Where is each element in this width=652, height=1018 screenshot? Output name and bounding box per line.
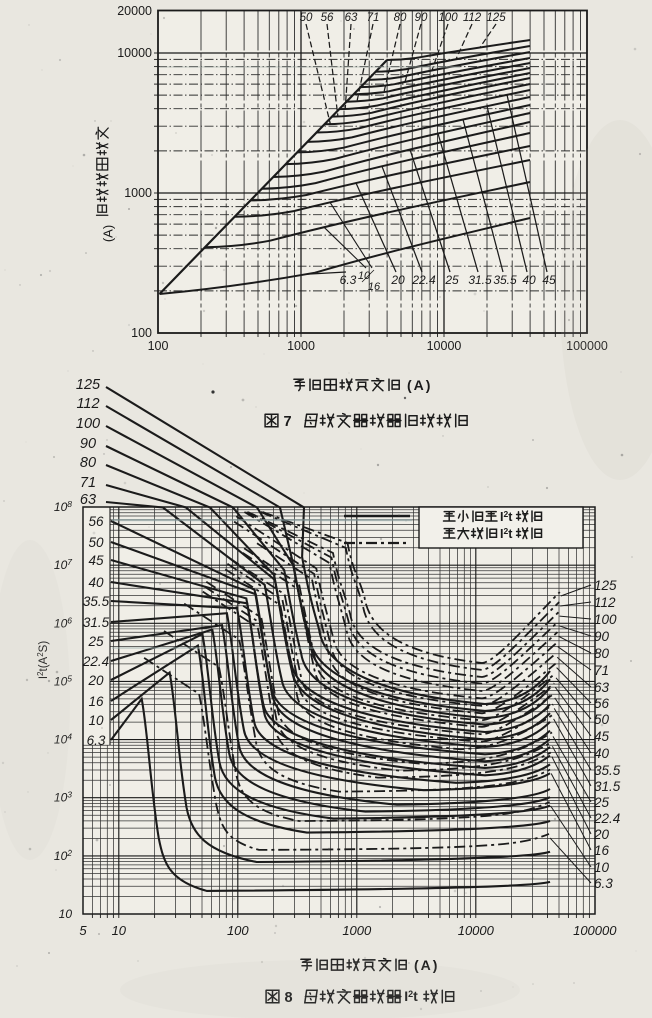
- svg-text:90: 90: [415, 12, 428, 24]
- svg-text:90: 90: [594, 629, 610, 644]
- svg-text:20: 20: [390, 273, 405, 287]
- svg-text:8: 8: [285, 990, 293, 1006]
- svg-text:100000: 100000: [566, 339, 608, 353]
- svg-text:(A): (A): [414, 957, 439, 973]
- svg-text:50: 50: [594, 712, 610, 727]
- svg-text:125: 125: [486, 12, 506, 24]
- svg-text:125: 125: [594, 578, 617, 593]
- svg-text:I2t: I2t: [404, 988, 418, 1004]
- svg-text:100: 100: [227, 923, 249, 938]
- svg-text:5: 5: [79, 923, 87, 938]
- svg-text:71: 71: [594, 663, 609, 678]
- svg-text:(A): (A): [407, 377, 432, 393]
- svg-text:31.5: 31.5: [83, 615, 110, 630]
- svg-text:100: 100: [148, 339, 169, 353]
- svg-text:22.4: 22.4: [411, 273, 436, 287]
- svg-text:40: 40: [522, 273, 536, 287]
- svg-text:80: 80: [394, 12, 407, 24]
- svg-text:10000: 10000: [117, 46, 152, 60]
- svg-text:16: 16: [594, 843, 610, 858]
- svg-text:108: 108: [54, 499, 72, 514]
- svg-text:100: 100: [594, 612, 617, 627]
- svg-text:I2t: I2t: [500, 526, 513, 541]
- svg-text:22.4: 22.4: [82, 654, 109, 669]
- svg-text:63: 63: [345, 12, 358, 24]
- svg-text:25: 25: [87, 634, 104, 649]
- svg-text:80: 80: [80, 455, 96, 471]
- svg-text:35.5: 35.5: [83, 594, 110, 609]
- svg-text:31.5: 31.5: [468, 273, 492, 287]
- svg-text:100000: 100000: [573, 923, 617, 938]
- svg-text:10000: 10000: [427, 339, 462, 353]
- svg-text:80: 80: [594, 646, 610, 661]
- svg-text:50: 50: [88, 535, 104, 550]
- svg-text:50: 50: [300, 12, 313, 24]
- svg-text:35.5: 35.5: [493, 273, 517, 287]
- svg-text:20000: 20000: [117, 4, 152, 18]
- svg-text:45: 45: [594, 729, 610, 744]
- svg-text:6.3: 6.3: [594, 876, 613, 891]
- svg-text:112: 112: [76, 396, 99, 412]
- svg-text:(A): (A): [100, 225, 115, 242]
- svg-text:56: 56: [321, 12, 334, 24]
- svg-text:100: 100: [76, 416, 100, 432]
- svg-text:45: 45: [542, 273, 556, 287]
- svg-text:20: 20: [593, 827, 610, 842]
- svg-text:6.3: 6.3: [340, 273, 357, 287]
- svg-text:I2t(A2S): I2t(A2S): [36, 641, 50, 679]
- svg-text:16: 16: [88, 694, 104, 709]
- svg-text:6.3: 6.3: [87, 733, 106, 748]
- svg-text:40: 40: [88, 575, 104, 590]
- svg-text:35.5: 35.5: [594, 763, 621, 778]
- svg-text:71: 71: [367, 12, 380, 24]
- svg-text:71: 71: [80, 475, 96, 491]
- svg-text:7: 7: [284, 414, 292, 430]
- svg-text:63: 63: [80, 492, 96, 508]
- svg-text:20: 20: [87, 673, 104, 688]
- svg-text:56: 56: [594, 696, 610, 711]
- svg-text:1000: 1000: [124, 186, 152, 200]
- svg-text:16: 16: [368, 281, 381, 293]
- svg-text:100: 100: [131, 326, 152, 340]
- svg-text:10: 10: [59, 907, 73, 921]
- svg-text:112: 112: [463, 12, 482, 24]
- svg-text:I2t: I2t: [500, 509, 513, 524]
- svg-text:100: 100: [438, 12, 458, 24]
- svg-text:25: 25: [444, 273, 459, 287]
- svg-text:40: 40: [594, 746, 610, 761]
- svg-text:107: 107: [54, 557, 72, 572]
- svg-text:10: 10: [88, 713, 104, 728]
- svg-text:10000: 10000: [458, 923, 495, 938]
- svg-text:31.5: 31.5: [594, 779, 621, 794]
- svg-text:22.4: 22.4: [593, 811, 620, 826]
- svg-text:10: 10: [358, 270, 371, 282]
- svg-text:25: 25: [593, 795, 610, 810]
- svg-text:125: 125: [76, 377, 101, 393]
- svg-text:45: 45: [88, 553, 104, 568]
- svg-text:56: 56: [88, 514, 104, 529]
- svg-text:10: 10: [112, 923, 127, 938]
- svg-text:90: 90: [80, 436, 96, 452]
- svg-text:63: 63: [594, 680, 610, 695]
- svg-text:112: 112: [594, 595, 616, 610]
- svg-text:1000: 1000: [342, 923, 372, 938]
- svg-text:1000: 1000: [287, 339, 315, 353]
- svg-text:10: 10: [594, 860, 610, 875]
